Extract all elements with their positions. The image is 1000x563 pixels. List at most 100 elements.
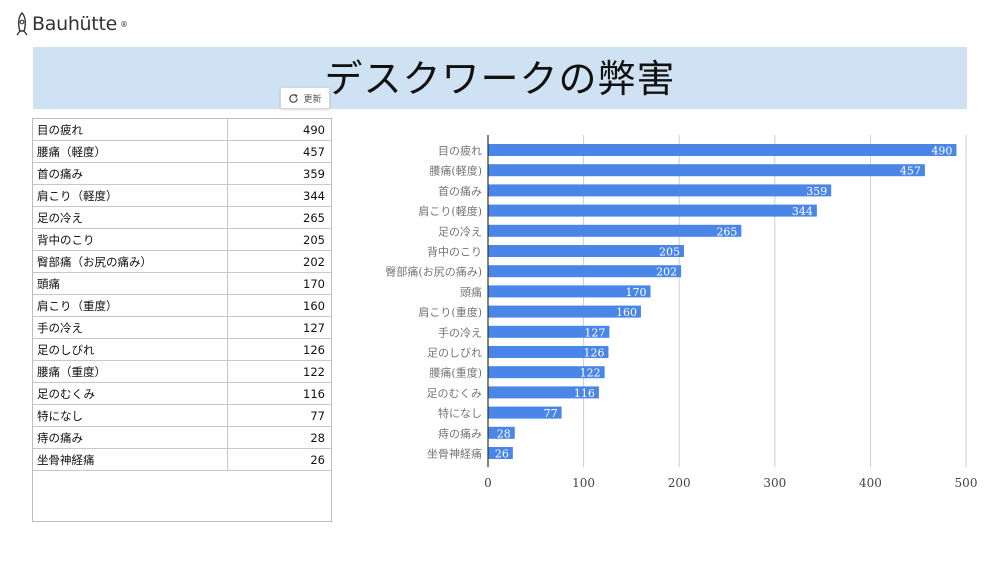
table-cell-value[interactable]: 170 <box>227 272 331 295</box>
table-row: 背中のこり 205 <box>33 228 331 251</box>
x-tick-label: 400 <box>859 476 882 490</box>
table-cell-name[interactable]: 特になし <box>33 404 228 427</box>
bar <box>488 245 684 257</box>
table-cell-value[interactable]: 122 <box>227 360 331 383</box>
table-cell-value[interactable]: 202 <box>227 250 331 273</box>
table-cell-value[interactable]: 359 <box>227 162 331 185</box>
bar-data-label: 116 <box>574 387 595 400</box>
table-row: 足の冷え 265 <box>33 206 331 229</box>
table-cell-name[interactable]: 足の冷え <box>33 206 228 229</box>
x-tick-label: 500 <box>955 476 978 490</box>
category-label: 手の冷え <box>438 325 482 339</box>
table-row: 肩こり（軽度） 344 <box>33 184 331 207</box>
table-cell-name[interactable]: 足のしびれ <box>33 338 228 361</box>
bar-data-label: 344 <box>792 205 813 218</box>
table-row: 腰痛（軽度） 457 <box>33 140 331 163</box>
bar-data-label: 77 <box>544 407 558 420</box>
category-label: 背中のこり <box>427 245 482 259</box>
table-row: 目の疲れ 490 <box>33 119 331 141</box>
bar <box>488 447 513 459</box>
table-cell-value[interactable]: 126 <box>227 338 331 361</box>
bar-data-label: 122 <box>580 367 601 380</box>
table-cell-name[interactable]: 頭痛 <box>33 272 228 295</box>
bar-data-label: 126 <box>583 347 604 360</box>
table-row: 特になし 77 <box>33 404 331 427</box>
table-row: 痔の痛み 28 <box>33 426 331 449</box>
table-row: 坐骨神経痛 26 <box>33 448 331 471</box>
page-title: デスクワークの弊害 <box>324 57 676 101</box>
table-cell-name[interactable]: 肩こり（軽度） <box>33 184 228 207</box>
bar-data-label: 205 <box>659 246 680 259</box>
table-cell-name[interactable]: 足のむくみ <box>33 382 228 405</box>
bar <box>488 144 957 156</box>
logo-text: Bauhütte <box>32 13 117 35</box>
refresh-icon <box>289 93 299 103</box>
table-row: 足のむくみ 116 <box>33 382 331 405</box>
x-tick-label: 0 <box>484 476 492 490</box>
brand-logo: Bauhütte ® <box>14 10 128 38</box>
bar <box>488 204 817 217</box>
category-label: 足のむくみ <box>427 387 482 400</box>
data-table-container: 目の疲れ 490 腰痛（軽度） 457 首の痛み 359 肩こり（軽度） 344 足の冷え 265… <box>32 118 332 522</box>
table-cell-value[interactable]: 265 <box>227 206 331 229</box>
bar <box>488 305 641 318</box>
category-label: 目の疲れ <box>438 144 482 158</box>
bar <box>488 184 832 197</box>
table-row: 腰痛（重度） 122 <box>33 360 331 383</box>
bar <box>488 164 925 177</box>
bar-data-label: 457 <box>900 165 921 178</box>
bar <box>488 346 609 358</box>
table-cell-value[interactable]: 28 <box>227 426 331 449</box>
table-cell-value[interactable]: 490 <box>227 119 331 141</box>
bar <box>488 406 562 419</box>
table-cell-name[interactable]: 痔の痛み <box>33 426 228 449</box>
table-row: 肩こり（重度） 160 <box>33 294 331 317</box>
bar <box>488 386 599 399</box>
category-label: 足の冷え <box>438 225 482 238</box>
table-cell-value[interactable]: 344 <box>227 184 331 207</box>
table-cell-value[interactable]: 26 <box>227 448 331 471</box>
bar-data-label: 170 <box>626 286 647 299</box>
table-cell-value[interactable]: 127 <box>227 316 331 339</box>
table-cell-value[interactable]: 77 <box>227 404 331 427</box>
bar <box>488 325 610 338</box>
table-cell-name[interactable]: 目の疲れ <box>33 119 228 141</box>
table-row: 手の冷え 127 <box>33 316 331 339</box>
table-cell-name[interactable]: 坐骨神経痛 <box>33 448 228 471</box>
category-label: 腰痛(軽度) <box>429 164 482 178</box>
registered-mark-icon: ® <box>120 19 128 29</box>
category-label: 頭痛 <box>460 285 482 299</box>
table-cell-name[interactable]: 背中のこり <box>33 228 228 251</box>
table-row: 頭痛 170 <box>33 272 331 295</box>
table-cell-name[interactable]: 手の冷え <box>33 316 228 339</box>
category-label: 足のしびれ <box>427 347 482 360</box>
table-cell-name[interactable]: 肩こり（重度） <box>33 294 228 317</box>
table-row: 臀部痛（お尻の痛み） 202 <box>33 250 331 273</box>
refresh-button[interactable]: 更新 <box>280 87 330 109</box>
table-row: 足のしびれ 126 <box>33 338 331 361</box>
bar-data-label: 202 <box>656 266 677 279</box>
x-tick-label: 100 <box>572 476 595 490</box>
category-label: 首の痛み <box>438 184 482 198</box>
category-label: 腰痛(重度) <box>429 366 482 380</box>
bar-data-label: 265 <box>716 225 737 238</box>
table-row: 首の痛み 359 <box>33 162 331 185</box>
table-cell-name[interactable]: 腰痛（軽度） <box>33 140 228 163</box>
table-cell-name[interactable]: 腰痛（重度） <box>33 360 228 383</box>
bar <box>488 426 515 439</box>
category-label: 肩こり(軽度) <box>418 204 482 218</box>
category-label: 坐骨神経痛 <box>427 447 482 461</box>
table-cell-value[interactable]: 160 <box>227 294 331 317</box>
table-cell-value[interactable]: 205 <box>227 228 331 251</box>
bar <box>488 265 682 278</box>
table-cell-name[interactable]: 首の痛み <box>33 162 228 185</box>
bar <box>488 366 605 379</box>
data-table: 目の疲れ 490 腰痛（軽度） 457 首の痛み 359 肩こり（軽度） 344 足の冷え 265… <box>33 119 331 471</box>
table-cell-value[interactable]: 116 <box>227 382 331 405</box>
table-cell-name[interactable]: 臀部痛（お尻の痛み） <box>33 250 228 273</box>
bar-chart-svg: 0 100 200 300 400 500 490 目の疲れ 457 腰痛(軽度) 359 首の痛み 3… <box>385 135 978 490</box>
x-tick-label: 200 <box>668 476 691 490</box>
bar-chart: 0 100 200 300 400 500 490 目の疲れ 457 腰痛(軽度) 359 首の痛み 3… <box>340 130 990 514</box>
table-cell-value[interactable]: 457 <box>227 140 331 163</box>
title-band <box>33 47 967 109</box>
